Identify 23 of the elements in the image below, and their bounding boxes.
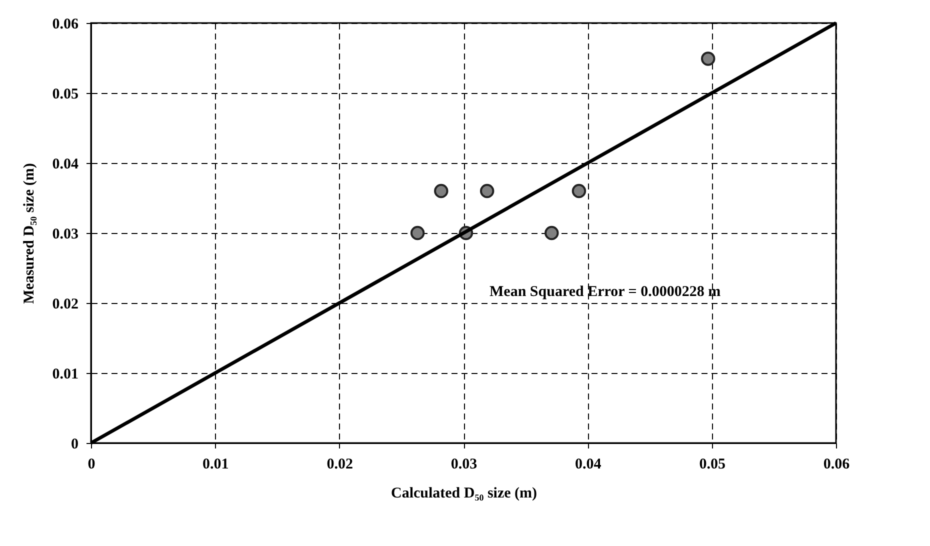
y-tick-label: 0.02 (52, 296, 78, 312)
x-tick-label: 0.03 (450, 456, 478, 472)
y-tick-label: 0.06 (52, 16, 79, 32)
x-tick-label: 0.05 (699, 456, 726, 472)
y-tick-label: 0 (71, 436, 78, 452)
y-tick-label: 0.03 (52, 226, 78, 242)
x-tick-label: 0 (88, 456, 96, 472)
x-tick-label: 0.01 (202, 456, 229, 472)
point (700, 52, 716, 66)
point (410, 226, 425, 240)
y-axis-title: Measured D₅₀ size (m) (21, 163, 38, 304)
x-tick-label: 0.02 (326, 456, 353, 472)
point (480, 184, 494, 198)
y-tick-label: 0.04 (52, 156, 79, 172)
point (572, 184, 586, 198)
x-tick-label: 0.04 (575, 456, 602, 472)
x-tick-label: 0.06 (823, 456, 850, 472)
y-tick-label: 0.05 (52, 86, 78, 102)
point (434, 184, 448, 198)
x-axis-title: Calculated D₅₀ size (m) (390, 486, 538, 502)
y-tick-label: 0.01 (52, 366, 78, 382)
annotation: Mean Squared Error = 0.0000228 m (490, 284, 722, 300)
point (544, 226, 559, 240)
